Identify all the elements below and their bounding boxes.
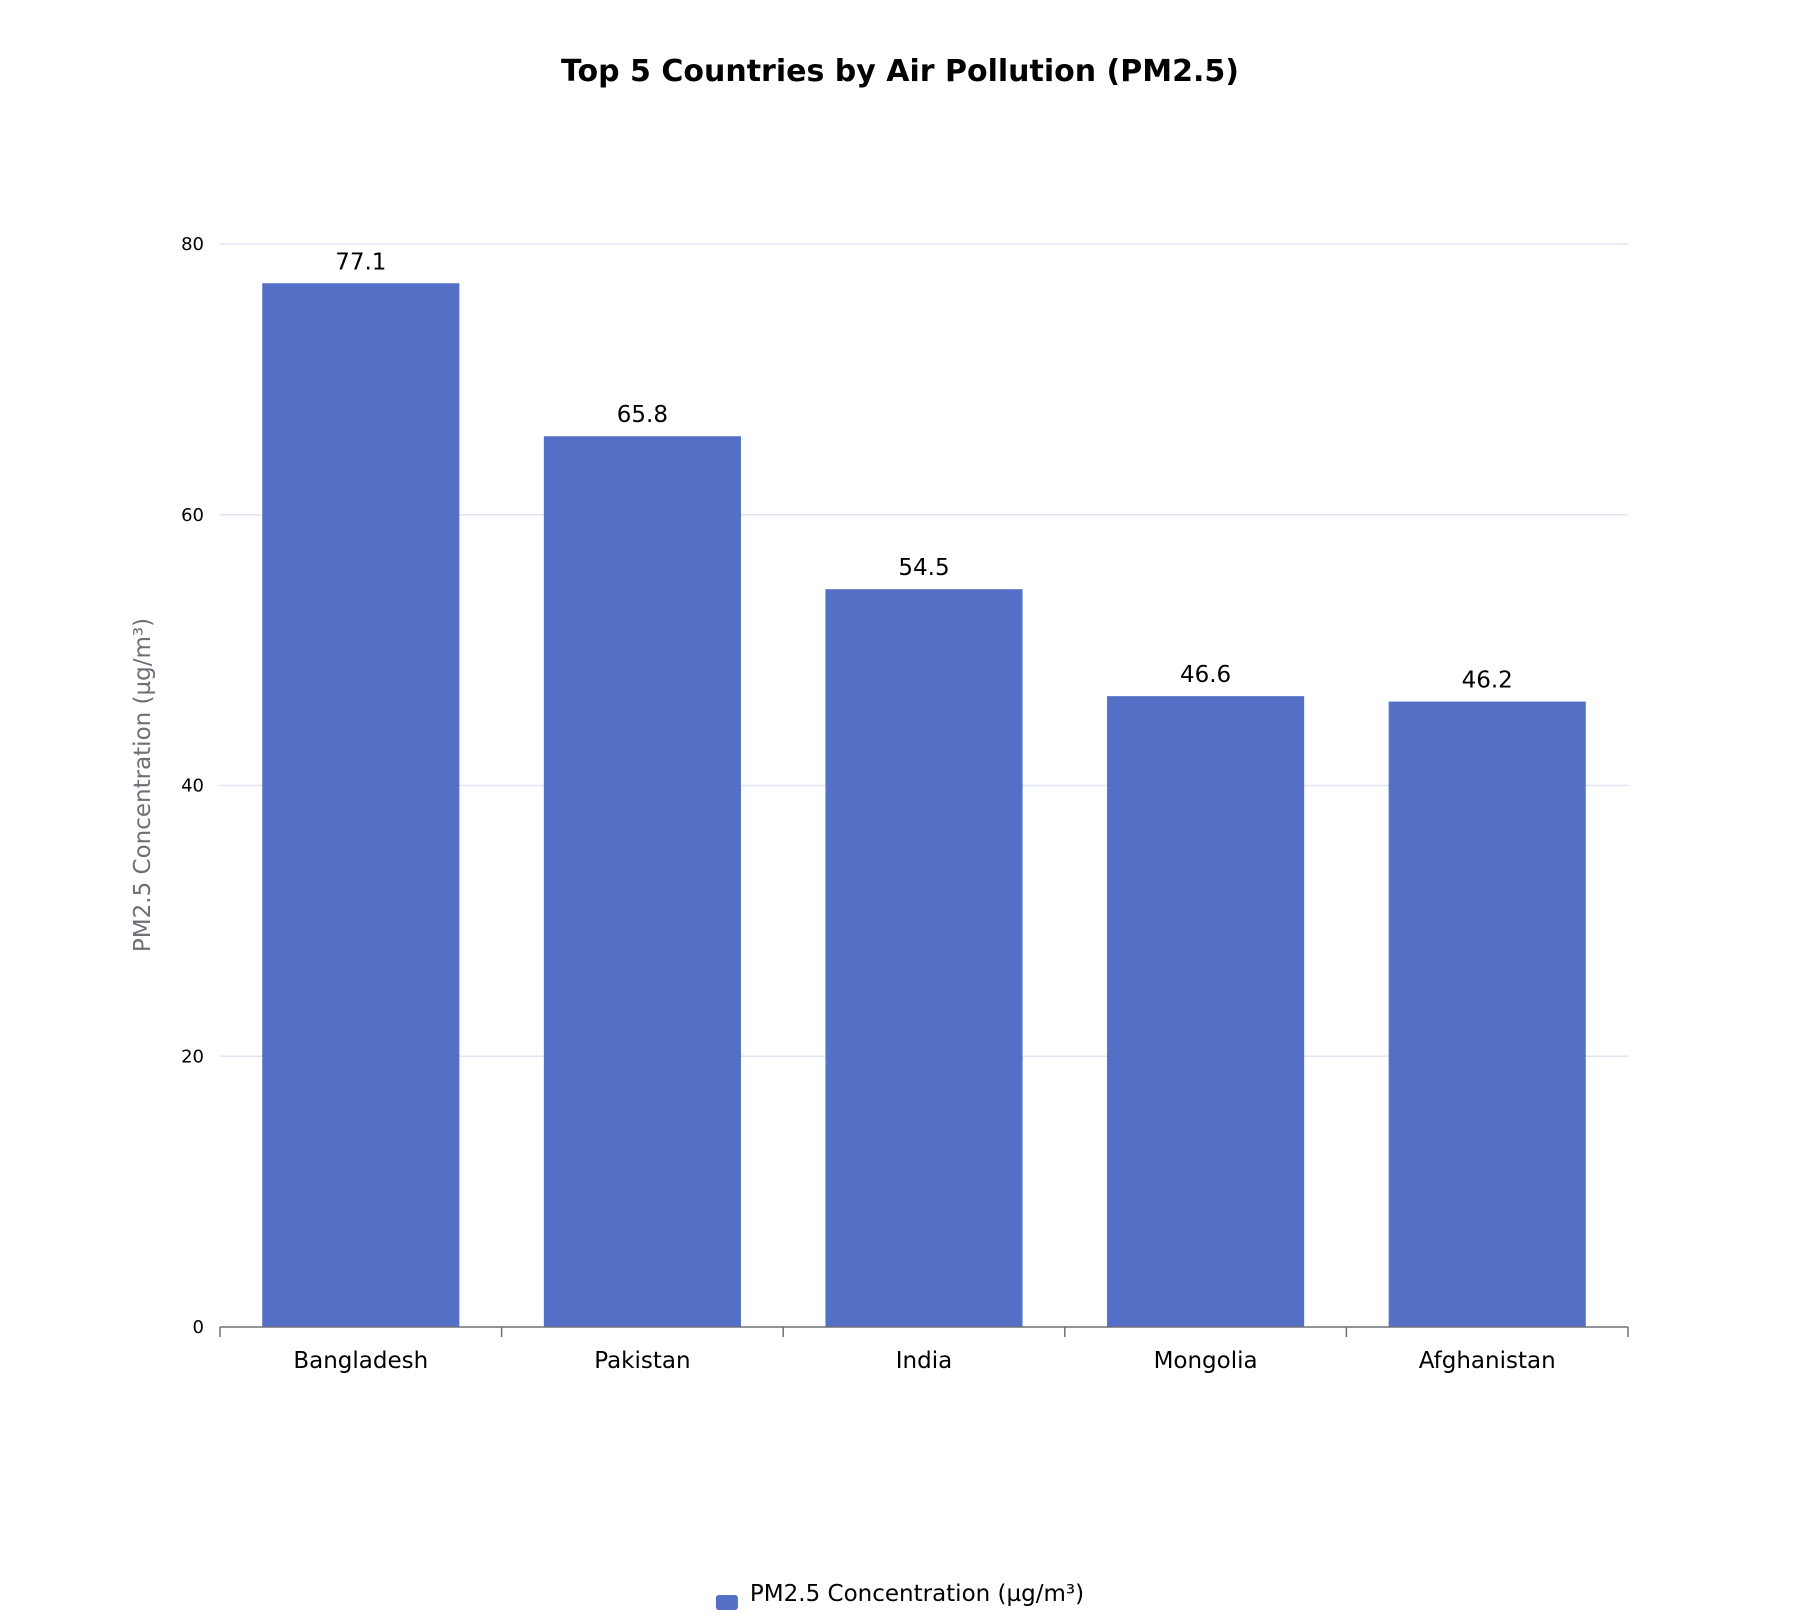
legend-label: PM2.5 Concentration (µg/m³) [750,1581,1084,1607]
bars [262,283,1586,1327]
data-label: 46.2 [1462,668,1513,694]
y-tick-label: 20 [181,1046,204,1067]
bar[interactable] [825,589,1023,1327]
x-tick-label: Afghanistan [1419,1348,1556,1374]
bar[interactable] [262,283,460,1327]
x-tick-label: Pakistan [594,1348,690,1374]
data-label: 77.1 [335,249,386,275]
x-tick-label: Mongolia [1154,1348,1258,1374]
x-axis [219,1326,1629,1337]
y-tick-label: 0 [193,1317,204,1338]
y-axis-ticks: 0 20 40 60 80 [181,234,204,1338]
bar[interactable] [1388,701,1586,1327]
chart-title: Top 5 Countries by Air Pollution (PM2.5) [561,54,1239,89]
legend[interactable]: PM2.5 Concentration (µg/m³) [715,1581,1084,1610]
y-axis-title: PM2.5 Concentration (µg/m³) [130,618,156,952]
bar[interactable] [1107,696,1305,1327]
data-label: 54.5 [898,555,949,581]
data-labels: 77.1 65.8 54.5 46.6 46.2 [335,249,1513,693]
y-tick-label: 60 [181,505,204,526]
y-tick-label: 80 [181,234,204,255]
data-label: 46.6 [1180,662,1231,688]
x-tick-label: Bangladesh [293,1348,428,1374]
y-tick-label: 40 [181,776,204,797]
x-axis-labels: Bangladesh Pakistan India Mongolia Afghanist… [293,1348,1555,1374]
x-tick-label: India [896,1348,952,1374]
bar[interactable] [543,436,741,1327]
data-label: 65.8 [617,402,668,428]
legend-swatch [715,1595,738,1610]
